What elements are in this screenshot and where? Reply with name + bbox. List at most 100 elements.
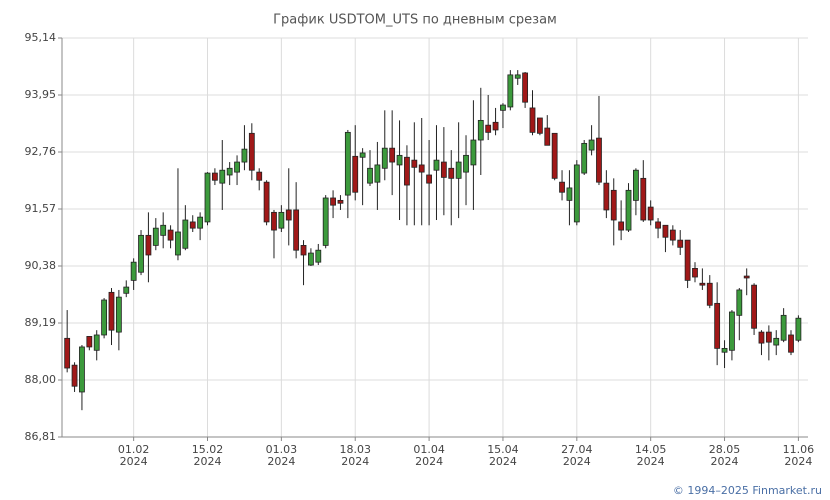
x-tick-year: 2024 [784,455,812,468]
candle-body [418,164,425,173]
candle-body [404,156,410,186]
candle-body [721,347,728,353]
candle-body [736,289,743,316]
candle-body [71,364,78,387]
candle-body [522,72,529,103]
candle-body [189,221,196,229]
candle-body [344,131,351,196]
candle-body [655,221,661,229]
candle-body [625,189,632,231]
candle-body [204,172,211,223]
candle-body [662,224,669,238]
candle-body [596,137,602,183]
candle-body [182,219,189,249]
x-tick-label: 11.06 [783,443,815,456]
candle-body [315,249,322,263]
candle-body [138,234,144,273]
x-tick-year: 2024 [637,455,665,468]
x-tick-label: 01.04 [413,443,445,456]
candle-body [426,174,432,184]
candle-body [211,172,218,181]
candle-body [167,229,174,241]
candle-body [79,346,85,393]
candle-body [773,337,780,346]
candle-body [477,119,484,141]
candle-body [581,142,588,174]
candle-body [463,154,469,173]
y-tick-label: 89,19 [25,316,57,329]
y-tick-label: 91,57 [25,202,57,215]
candle-body [566,187,573,201]
candle-body [788,334,794,353]
candle-body [588,139,595,151]
candle-body [795,317,802,341]
candle-body [175,231,181,256]
candle-body [618,221,625,231]
candle-body [729,311,735,351]
candle-body [411,159,418,168]
candle-body [256,171,263,181]
candle-body [573,164,580,223]
candle-body [300,245,307,256]
x-tick-label: 15.02 [192,443,224,456]
x-tick-label: 14.05 [635,443,667,456]
candle-body [706,282,713,306]
candle-body [108,291,115,331]
candle-body [536,117,543,134]
x-tick-year: 2024 [415,455,443,468]
candle-body [544,127,551,146]
candle-body [226,167,233,176]
candle-body [381,147,388,169]
x-tick-year: 2024 [194,455,222,468]
candle-body [669,229,676,241]
candle-body [500,104,506,111]
candle-body [751,284,757,329]
x-tick-year: 2024 [120,455,148,468]
y-tick-label: 86,81 [25,430,57,443]
candle-body [145,234,152,256]
candle-body [115,296,122,333]
candle-body [743,275,750,279]
y-tick-label: 88,00 [25,373,57,386]
candle-body [241,148,248,163]
x-tick-year: 2024 [267,455,295,468]
candle-body [248,132,255,171]
candle-body [507,74,514,108]
candle-body [455,161,462,179]
candle-body [514,74,521,79]
candle-body [374,164,381,183]
x-tick-year: 2024 [563,455,591,468]
candle-body [352,155,359,193]
candle-body [692,267,698,278]
candle-body [330,197,336,206]
candle-body [440,161,447,178]
candle-body [359,152,366,158]
candle-body [603,182,610,211]
x-tick-label: 15.04 [487,443,519,456]
candle-body [610,189,617,221]
candle-body [285,209,292,221]
x-tick-label: 27.04 [561,443,593,456]
y-tick-label: 92,76 [25,145,57,158]
candle-body [367,167,373,184]
candle-body [492,121,499,131]
candle-body [640,177,647,221]
candle-body [529,107,536,133]
candle-body [278,211,285,229]
candle-body [234,161,240,173]
x-tick-year: 2024 [341,455,369,468]
candle-body [647,206,654,221]
candle-body [263,181,270,223]
candle-body [322,197,329,246]
candle-body [780,314,787,341]
candle-body [160,224,167,236]
candle-body [337,199,344,204]
y-tick-label: 90,38 [25,259,57,272]
x-tick-year: 2024 [489,455,517,468]
candle-body [714,302,721,349]
candle-body [765,331,772,343]
candle-body [433,159,440,171]
x-tick-year: 2024 [711,455,739,468]
y-tick-label: 93,95 [25,88,57,101]
